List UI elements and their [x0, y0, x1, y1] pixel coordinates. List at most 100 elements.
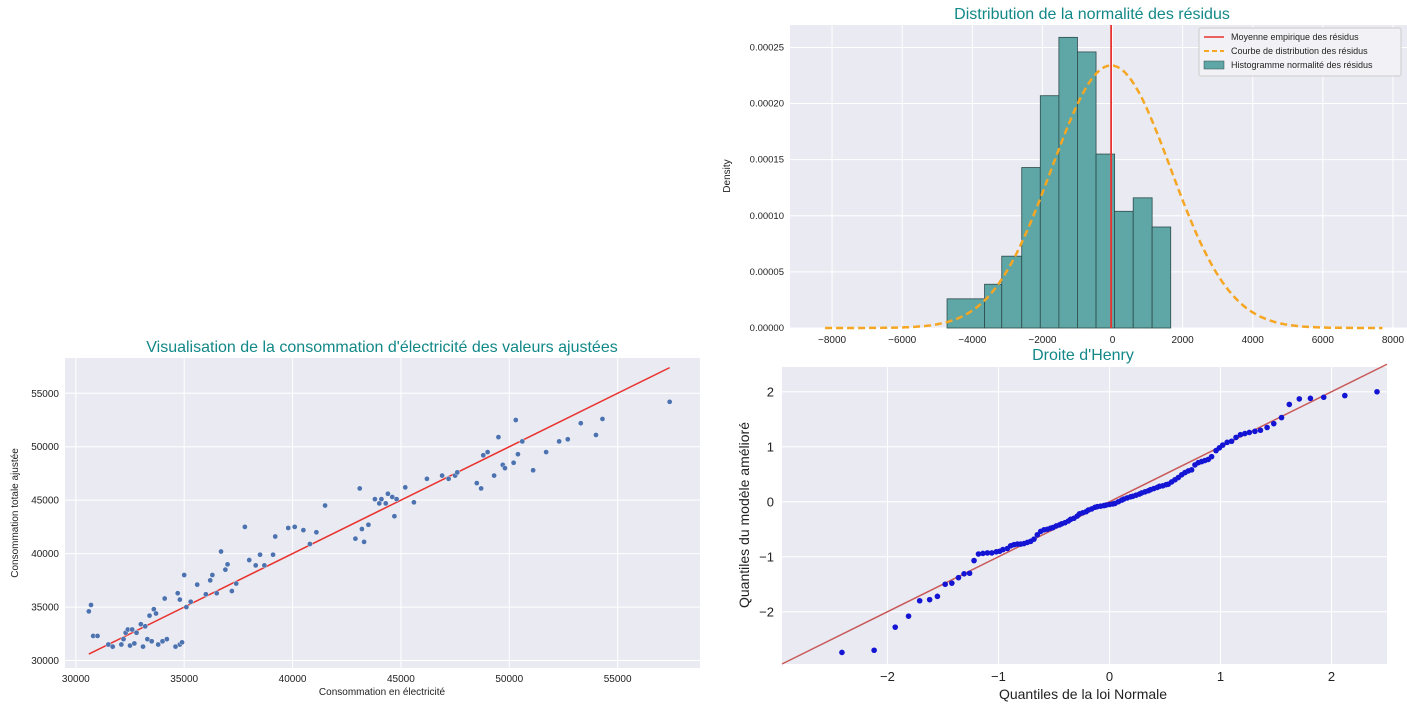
qq-point [1296, 396, 1303, 402]
scatter-point [155, 641, 161, 648]
scatter-point [356, 485, 363, 492]
scatter-point [140, 643, 146, 650]
scatter-y-tick-label: 35000 [31, 603, 59, 614]
scatter-point [270, 551, 276, 558]
scatter-point [183, 604, 190, 610]
scatter-point [109, 643, 116, 650]
scatter-point [512, 417, 519, 423]
scatter-point [218, 548, 224, 555]
scatter-point [131, 640, 138, 647]
scatter-point [445, 475, 452, 482]
scatter-point [285, 525, 292, 531]
scatter-y-tick-label: 40000 [31, 549, 59, 560]
hist-y-tick-label: 0.00010 [750, 211, 784, 222]
hist-y-tick-label: 0.00000 [750, 323, 784, 334]
scatter-gridlines [65, 358, 700, 668]
scatter-point [382, 500, 389, 507]
scatter-point [393, 496, 400, 502]
qq-x-tick-label: 0 [1106, 669, 1113, 684]
hist-y-tick-label: 0.00025 [750, 42, 784, 53]
qq-point [1320, 394, 1327, 401]
qq-plot-svg: Droite d'Henry −2 −1 0 1 2 −2 −1 0 1 2 Quantiles… [736, 347, 1388, 702]
hist-bar [1021, 167, 1041, 329]
qq-point [1246, 429, 1253, 436]
scatter-point [411, 499, 417, 506]
qq-point [916, 597, 923, 604]
scatter-title: Visualisation de la consommation d'élect… [146, 339, 617, 356]
scatter-x-tick-label: 35000 [170, 674, 198, 685]
scatter-x-tick-label: 30000 [62, 674, 90, 685]
scatter-point [352, 535, 359, 542]
scatter-point [213, 590, 220, 596]
scatter-point [242, 524, 248, 530]
qq-point [1224, 439, 1230, 446]
scatter-point [543, 449, 549, 455]
hist-x-tick-label: −4000 [958, 335, 987, 345]
hist-x-tick-label: −6000 [888, 335, 917, 345]
scatter-point [519, 438, 526, 445]
scatter-point [385, 490, 391, 497]
hist-y-ticks: 0.00000 0.00005 0.00010 0.00015 0.00020 0.000… [750, 42, 784, 334]
scatter-point [378, 496, 385, 502]
scatter-point [502, 465, 508, 471]
residual-histogram-svg: Distribution de la normalité des résidus… [722, 6, 1407, 346]
scatter-point [194, 581, 201, 588]
hist-title: Distribution de la normalité des résidus [954, 6, 1230, 23]
qq-point [1270, 420, 1277, 427]
scatter-point [142, 623, 148, 630]
qq-point [1237, 431, 1244, 438]
qq-point [926, 596, 933, 603]
scatter-point [177, 596, 183, 603]
hist-y-tick-label: 0.00020 [750, 99, 784, 110]
qq-point [1342, 392, 1348, 399]
scatter-point [510, 459, 517, 466]
scatter-point [424, 475, 430, 482]
scatter-point [203, 591, 209, 598]
scatter-point [578, 420, 584, 427]
qq-points [839, 388, 1380, 656]
hist-bars [946, 36, 1172, 329]
qq-point [1000, 546, 1006, 553]
qq-point [1278, 414, 1285, 421]
scatter-point [174, 590, 181, 596]
scatter-point [133, 629, 140, 636]
qq-point [1031, 536, 1037, 542]
scatter-point [257, 551, 263, 558]
legend-box [1198, 27, 1402, 77]
hist-x-tick-label: 4000 [1242, 335, 1265, 345]
scatter-point [246, 557, 253, 563]
qq-point [892, 624, 899, 630]
qq-point [971, 557, 977, 564]
hist-legend: Moyenne empirique des résidus Courbe de … [1198, 27, 1402, 77]
hist-bar [1077, 51, 1097, 329]
hist-bar [1058, 36, 1078, 329]
legend-curve-label: Courbe de distribution des résidus [1231, 46, 1368, 56]
qq-y-tick-label: 0 [767, 494, 774, 509]
scatter-point [146, 612, 153, 619]
scatter-point [666, 399, 673, 405]
qq-point [1219, 442, 1226, 448]
hist-x-tick-label: −8000 [818, 335, 847, 345]
qq-point [839, 649, 845, 656]
qq-y-axis-label: Quantiles du modèle amélioré [736, 422, 752, 608]
scatter-point [515, 451, 521, 458]
scatter-x-axis-label: Consommation en électricité [319, 687, 446, 698]
scatter-points [86, 399, 673, 650]
qq-x-axis-label: Quantiles de la loi Normale [999, 686, 1167, 702]
qq-point [1208, 453, 1215, 460]
qq-point [966, 570, 973, 577]
qq-point [1228, 438, 1235, 445]
scatter-point [484, 449, 491, 455]
qq-point [905, 613, 912, 619]
scatter-y-ticks: 30000 35000 40000 45000 50000 55000 [31, 389, 59, 667]
scatter-point [94, 633, 101, 639]
qq-point [1307, 395, 1314, 402]
qq-point [989, 550, 995, 556]
scatter-point [491, 472, 497, 479]
scatter-point [307, 541, 313, 547]
qq-point [1252, 428, 1258, 435]
scatter-y-tick-label: 50000 [31, 442, 59, 453]
qq-point [871, 647, 877, 654]
qq-x-tick-label: 2 [1328, 669, 1335, 684]
qq-y-tick-label: 2 [767, 384, 774, 399]
